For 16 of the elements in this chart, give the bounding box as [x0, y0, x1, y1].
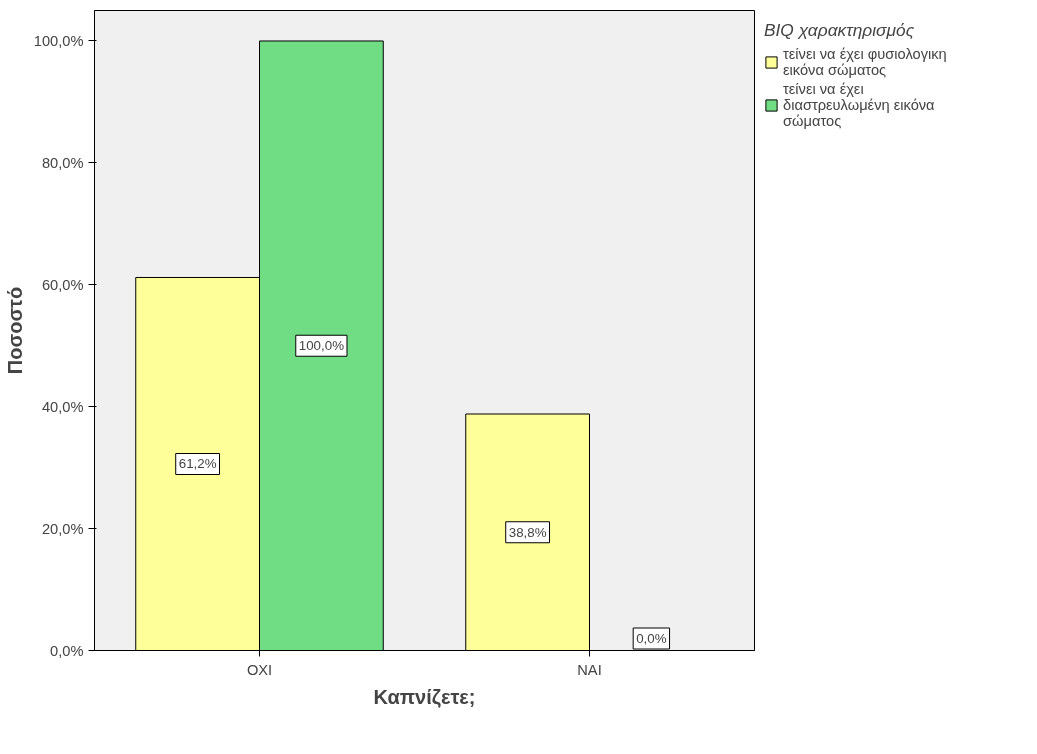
y-tick-label: 80,0%: [41, 154, 84, 171]
y-tick-label: 20,0%: [41, 520, 84, 537]
y-tick-label: 60,0%: [41, 276, 84, 293]
y-axis-title: Ποσοστό: [3, 286, 26, 375]
y-tick-label: 100,0%: [33, 32, 84, 49]
legend-label: τείνει να έχει διαστρευλωμένη εικόνα σώματος: [783, 81, 935, 129]
x-tick-label: ΟΧΙ: [246, 661, 273, 678]
data-label: 38,8%: [508, 524, 547, 540]
y-tick-label: 40,0%: [41, 398, 84, 415]
y-tick-label: 0,0%: [50, 642, 84, 659]
data-label: 61,2%: [178, 456, 217, 472]
legend-title: BIQ χαρακτηρισμός: [764, 20, 916, 41]
data-label: 0,0%: [636, 631, 667, 646]
data-label: 100,0%: [298, 338, 345, 354]
x-axis-title: Καπνίζετε;: [373, 685, 476, 708]
x-tick-label: ΝΑΙ: [577, 661, 602, 678]
